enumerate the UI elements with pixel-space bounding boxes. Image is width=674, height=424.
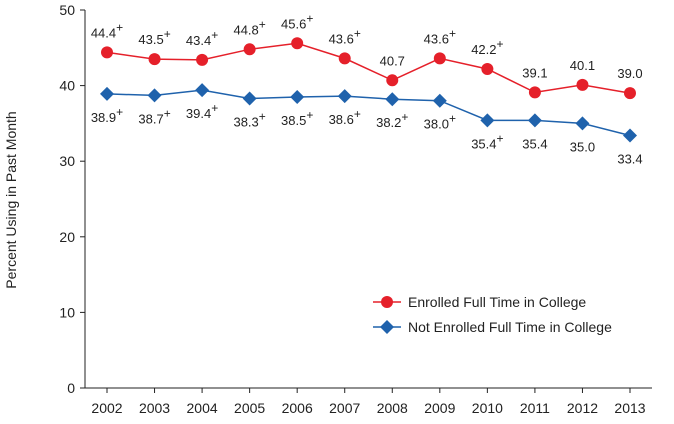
data-point: [575, 116, 590, 131]
data-label: 33.4: [617, 151, 642, 166]
data-point: [481, 62, 494, 75]
data-point: [196, 53, 209, 66]
x-tick-label: 2003: [139, 400, 170, 416]
data-point: [195, 83, 210, 98]
data-label: 38.7+: [138, 106, 170, 126]
data-label: 39.4+: [186, 101, 218, 121]
x-tick-label: 2010: [472, 400, 503, 416]
data-label: 43.5+: [138, 27, 170, 47]
legend-item: Not Enrolled Full Time in College: [373, 319, 612, 335]
x-tick-label: 2007: [329, 400, 360, 416]
data-label: 38.2+: [376, 110, 408, 130]
data-point: [433, 52, 446, 65]
series-line: [106, 89, 631, 137]
data-label: 38.6+: [329, 107, 361, 127]
data-label: 43.6+: [329, 26, 361, 46]
data-label: 38.3+: [233, 109, 265, 129]
x-tick-label: 2011: [520, 400, 550, 416]
data-label: 38.9+: [91, 105, 123, 125]
data-point: [386, 74, 399, 87]
x-tick-label: 2013: [614, 400, 645, 416]
data-label: 39.1: [522, 65, 547, 80]
legend-label: Not Enrolled Full Time in College: [408, 319, 612, 335]
data-point: [291, 37, 304, 50]
data-label: 39.0: [617, 66, 642, 81]
x-tick-label: 2006: [282, 400, 313, 416]
legend-item: Enrolled Full Time in College: [373, 294, 586, 310]
series-line: [106, 42, 631, 94]
data-point: [385, 92, 400, 107]
legend-label: Enrolled Full Time in College: [408, 294, 586, 310]
data-point: [148, 53, 161, 66]
data-point: [432, 93, 447, 108]
y-tick-label: 0: [67, 380, 75, 396]
data-point: [624, 87, 636, 100]
x-tick-label: 2002: [91, 400, 122, 416]
data-point: [576, 78, 589, 91]
y-tick-label: 40: [59, 78, 75, 94]
y-tick-label: 10: [59, 304, 75, 320]
data-point: [527, 113, 542, 128]
data-label: 44.4+: [91, 20, 123, 40]
data-point: [243, 43, 256, 56]
data-point: [242, 91, 257, 106]
data-label: 35.4+: [471, 131, 503, 151]
series-not-enrolled: 38.9+ 38.7+ 39.4+ 38.3+ 38.5+ 38.6+ 38.2+ 38.0+…: [91, 83, 643, 166]
x-tick-label: 2008: [377, 400, 408, 416]
data-point: [101, 46, 113, 59]
data-label: 35.4: [522, 136, 547, 151]
data-label: 45.6+: [281, 11, 313, 31]
y-tick-label: 30: [59, 153, 75, 169]
y-tick-label: 50: [59, 2, 75, 18]
data-point: [480, 113, 495, 128]
data-label: 40.7: [380, 53, 405, 68]
x-tick-label: 2005: [234, 400, 265, 416]
data-label: 43.6+: [424, 26, 456, 46]
x-tick-label: 2012: [567, 400, 598, 416]
data-label: 40.1: [570, 58, 595, 73]
data-point: [100, 86, 114, 101]
data-label: 44.8+: [233, 17, 265, 37]
data-label: 42.2+: [471, 37, 503, 57]
y-axis-label: Percent Using in Past Month: [3, 111, 19, 288]
data-label: 38.5+: [281, 108, 313, 128]
data-point: [290, 89, 305, 104]
x-tick-label: 2009: [424, 400, 455, 416]
x-tick-label: 2004: [187, 400, 218, 416]
y-tick-label: 20: [59, 229, 75, 245]
data-point: [623, 128, 637, 143]
legend-marker: [381, 296, 393, 308]
legend-marker: [380, 320, 394, 334]
data-point: [338, 52, 351, 65]
data-point: [147, 88, 162, 103]
series-enrolled: 44.4+ 43.5+ 43.4+ 44.8+ 45.6+ 43.6+ 40.7 43.6+ 4…: [91, 11, 643, 100]
data-label: 38.0+: [424, 112, 456, 132]
data-point: [528, 86, 541, 99]
data-point: [337, 89, 352, 104]
data-label: 43.4+: [186, 28, 218, 48]
data-label: 35.0: [570, 139, 595, 154]
